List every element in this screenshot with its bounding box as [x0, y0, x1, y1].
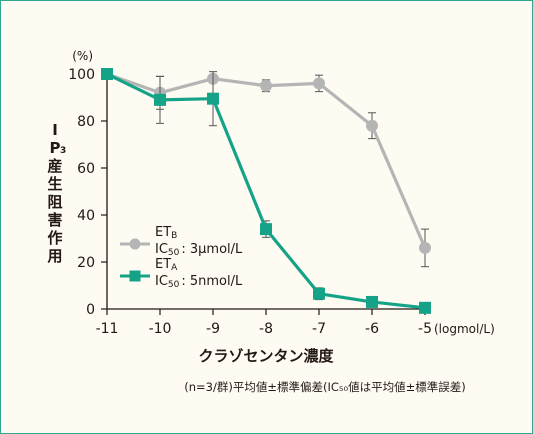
- data-point: [260, 223, 272, 236]
- data-point: [366, 119, 378, 132]
- legend-name: ETB: [155, 225, 177, 241]
- data-point: [366, 295, 378, 308]
- legend-marker: [129, 238, 141, 250]
- x-tick-label: -5: [418, 321, 432, 337]
- y-tick-label: 0: [86, 302, 95, 318]
- x-tick-label: -7: [312, 321, 326, 337]
- x-tick-label: -6: [365, 321, 379, 337]
- series-ETA: [101, 68, 431, 314]
- y-axis-title-char: 用: [47, 247, 62, 265]
- x-tick-label: -9: [206, 321, 220, 337]
- x-unit-label: (logmol/L): [434, 322, 495, 336]
- y-axis-title-char: I: [52, 121, 58, 139]
- data-point: [101, 68, 113, 80]
- y-axis-title-char: 害: [47, 211, 62, 229]
- y-tick-label: 20: [77, 255, 95, 271]
- data-point: [260, 79, 272, 92]
- x-axis-title: クラゾセンタン濃度: [198, 347, 334, 365]
- y-tick-label: 80: [77, 114, 95, 130]
- y-tick-label: 60: [77, 161, 95, 177]
- y-axis-title-char: P: [50, 139, 61, 157]
- series-line: [106, 72, 426, 310]
- data-point: [313, 77, 325, 90]
- legend-marker: [129, 270, 141, 282]
- data-point: [154, 93, 166, 106]
- footnote: (n=3/群)平均値±標準偏差(IC₅₀値は平均値±標準誤差): [184, 380, 465, 394]
- data-point: [313, 287, 325, 300]
- legend-name: ETA: [155, 257, 178, 273]
- legend-ic50: IC50: 3μmol/L: [155, 242, 243, 258]
- y-axis-title-char: 作: [47, 229, 62, 247]
- data-point: [419, 241, 431, 254]
- data-point: [419, 301, 431, 314]
- x-tick-label: -10: [149, 321, 172, 337]
- x-tick-label: -8: [259, 321, 273, 337]
- y-unit-label: (%): [72, 49, 93, 63]
- y-axis-title-char: 阻: [47, 193, 62, 211]
- y-tick-label: 100: [68, 67, 95, 83]
- y-axis-title-char: 産: [47, 157, 62, 175]
- data-point: [207, 92, 219, 105]
- y-axis-title-char: 生: [47, 175, 62, 193]
- x-tick-label: -11: [96, 321, 119, 337]
- y-axis-title-subscript: 3: [60, 146, 66, 156]
- y-tick-label: 40: [77, 208, 95, 224]
- legend-ic50: IC50: 5nmol/L: [155, 274, 243, 290]
